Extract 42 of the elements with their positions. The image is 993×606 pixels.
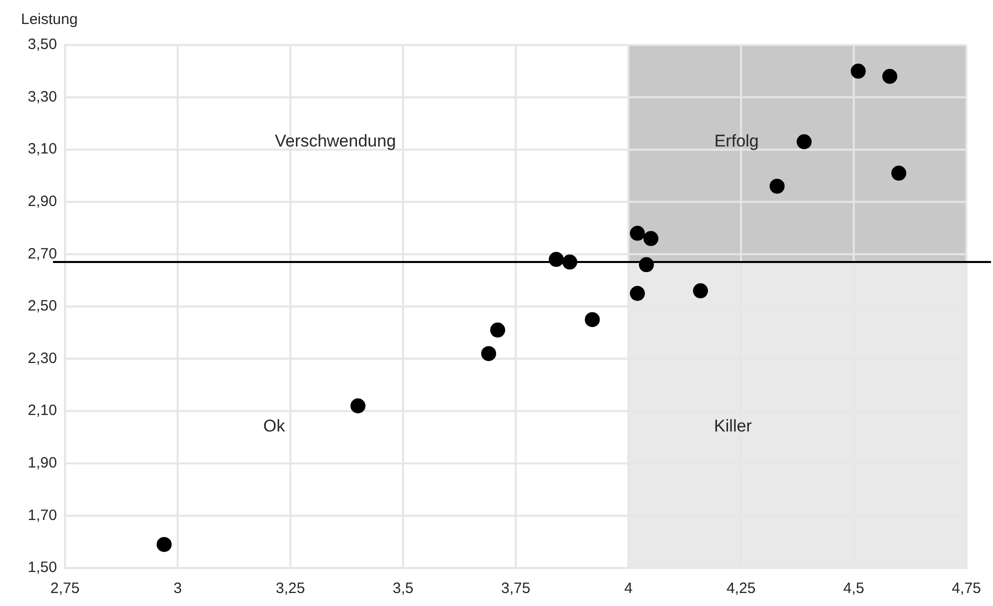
x-tick-label: 4,25	[726, 580, 756, 598]
y-tick-label: 3,10	[28, 140, 57, 158]
x-tick-label: 3,75	[501, 580, 530, 598]
x-tick-label: 3	[174, 580, 182, 598]
point	[770, 178, 785, 194]
point	[562, 254, 578, 270]
annotation: Killer	[714, 416, 752, 436]
point	[796, 134, 812, 150]
y-tick-label: 2,50	[28, 298, 57, 315]
y-tick-label: 3,50	[28, 36, 57, 54]
point	[548, 252, 564, 267]
x-tick-label: 2,75	[50, 580, 80, 598]
x-tick-label: 3,25	[276, 580, 305, 598]
x-tick-label: 4	[624, 580, 633, 598]
x-tick-label: 3,5	[392, 580, 414, 598]
point	[481, 346, 496, 362]
x-tick-label: 4,5	[843, 580, 864, 598]
y-tick-label: 2,90	[28, 193, 57, 210]
point	[584, 312, 600, 328]
point	[692, 283, 708, 298]
point	[630, 286, 645, 301]
y-tick-label: 2,30	[28, 350, 57, 367]
y-axis-title: Leistung	[21, 11, 78, 28]
point	[850, 64, 866, 79]
y-tick-label: 1,50	[28, 559, 57, 576]
annotation: Erfolg	[714, 131, 759, 150]
point	[638, 257, 654, 272]
point	[630, 226, 645, 241]
point	[490, 322, 506, 338]
point	[882, 68, 898, 84]
x-tick-label: 4,75	[952, 580, 982, 598]
y-tick-label: 1,90	[28, 454, 57, 472]
y-tick-label: 1,70	[28, 506, 57, 524]
point	[350, 398, 366, 414]
y-tick-label: 2,10	[28, 402, 57, 420]
y-tick-label: 3,30	[28, 88, 57, 106]
point	[156, 536, 172, 552]
annotation: Ok	[263, 416, 286, 436]
y-tick-label: 2,70	[28, 245, 57, 262]
point	[643, 231, 658, 246]
annotation: Verschwendung	[274, 131, 396, 150]
point	[891, 166, 906, 181]
